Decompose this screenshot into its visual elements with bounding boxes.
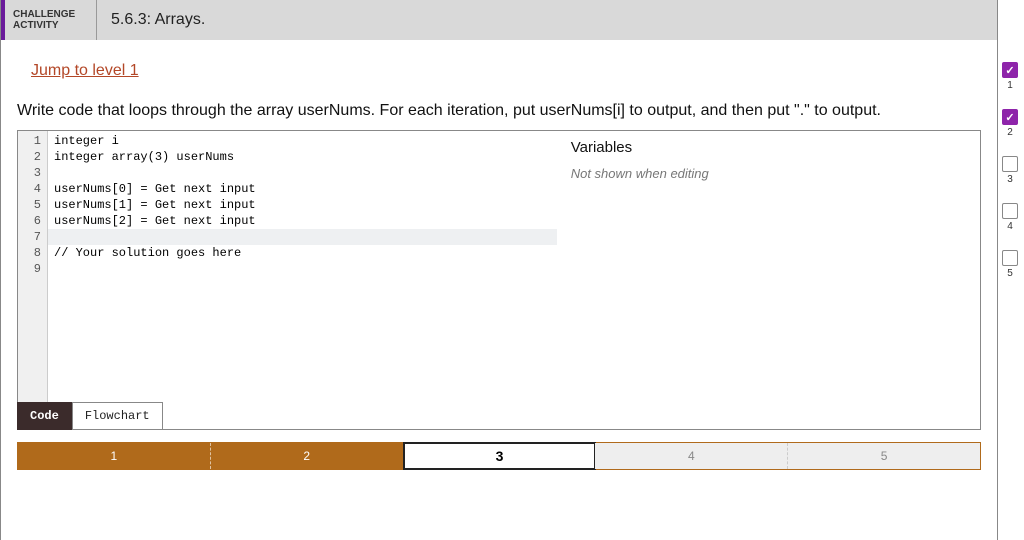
step-1[interactable]: 1 bbox=[18, 443, 211, 469]
level-indicator-1[interactable]: 1 bbox=[1001, 62, 1019, 91]
code-line[interactable]: userNums[0] = Get next input bbox=[48, 181, 557, 197]
code-line[interactable] bbox=[48, 165, 557, 181]
challenge-label-line1: CHALLENGE bbox=[13, 9, 88, 20]
editor-tabs: Code Flowchart bbox=[17, 402, 163, 430]
variables-title: Variables bbox=[571, 139, 966, 156]
level-indicator-3[interactable]: 3 bbox=[1001, 156, 1019, 185]
tab-flowchart[interactable]: Flowchart bbox=[72, 402, 163, 430]
level-indicator-2[interactable]: 2 bbox=[1001, 109, 1019, 138]
level-rail: 1 2 3 4 5 bbox=[1000, 62, 1020, 279]
code-line[interactable]: userNums[1] = Get next input bbox=[48, 197, 557, 213]
step-navigator: 12345 bbox=[17, 442, 981, 470]
check-icon bbox=[1002, 62, 1018, 78]
step-4[interactable]: 4 bbox=[595, 443, 788, 469]
jump-to-level-link[interactable]: Jump to level 1 bbox=[31, 62, 139, 80]
line-gutter: 123456789 bbox=[18, 131, 48, 429]
level-box bbox=[1002, 203, 1018, 219]
work-area: 123456789 integer iinteger array(3) user… bbox=[17, 130, 981, 430]
line-number: 5 bbox=[18, 197, 47, 213]
step-5[interactable]: 5 bbox=[788, 443, 980, 469]
challenge-label-line2: ACTIVITY bbox=[13, 20, 88, 31]
line-number: 1 bbox=[18, 133, 47, 149]
level-indicator-4[interactable]: 4 bbox=[1001, 203, 1019, 232]
code-line[interactable]: integer i bbox=[48, 133, 557, 149]
challenge-header: CHALLENGE ACTIVITY 5.6.3: Arrays. bbox=[1, 0, 997, 40]
challenge-title: 5.6.3: Arrays. bbox=[97, 0, 219, 40]
level-box bbox=[1002, 250, 1018, 266]
step-2[interactable]: 2 bbox=[211, 443, 404, 469]
level-indicator-5[interactable]: 5 bbox=[1001, 250, 1019, 279]
code-editor[interactable]: 123456789 integer iinteger array(3) user… bbox=[18, 131, 557, 429]
check-icon bbox=[1002, 109, 1018, 125]
code-line[interactable] bbox=[48, 261, 557, 277]
variables-panel: Variables Not shown when editing bbox=[557, 131, 980, 429]
level-number: 1 bbox=[1007, 80, 1013, 91]
line-number: 2 bbox=[18, 149, 47, 165]
line-number: 3 bbox=[18, 165, 47, 181]
level-number: 3 bbox=[1007, 174, 1013, 185]
code-lines[interactable]: integer iinteger array(3) userNums userNu… bbox=[48, 133, 557, 277]
line-number: 6 bbox=[18, 213, 47, 229]
line-number: 7 bbox=[18, 229, 47, 245]
level-number: 5 bbox=[1007, 268, 1013, 279]
line-number: 9 bbox=[18, 261, 47, 277]
code-line[interactable]: integer array(3) userNums bbox=[48, 149, 557, 165]
problem-prompt: Write code that loops through the array … bbox=[17, 102, 981, 120]
code-line[interactable]: // Your solution goes here bbox=[48, 245, 557, 261]
level-number: 4 bbox=[1007, 221, 1013, 232]
level-number: 2 bbox=[1007, 127, 1013, 138]
variables-note: Not shown when editing bbox=[571, 166, 966, 181]
code-line[interactable]: userNums[2] = Get next input bbox=[48, 213, 557, 229]
step-3[interactable]: 3 bbox=[404, 443, 596, 469]
tab-code[interactable]: Code bbox=[17, 402, 72, 430]
line-number: 4 bbox=[18, 181, 47, 197]
line-number: 8 bbox=[18, 245, 47, 261]
challenge-label: CHALLENGE ACTIVITY bbox=[1, 0, 97, 40]
level-box bbox=[1002, 156, 1018, 172]
code-line[interactable] bbox=[48, 229, 557, 245]
